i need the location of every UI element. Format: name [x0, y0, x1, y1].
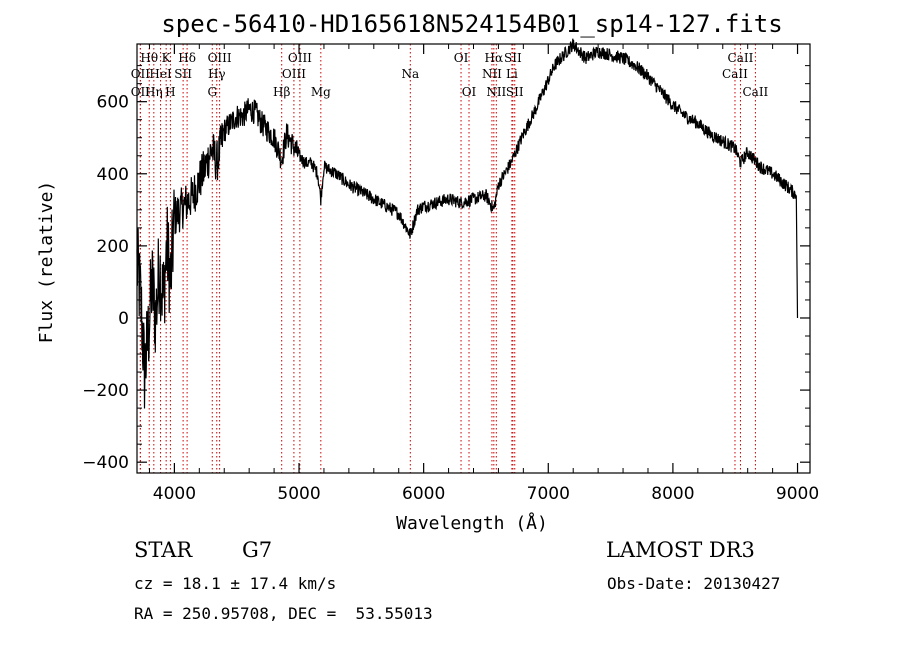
line-label-11: G — [207, 85, 217, 99]
line-label-8: Hδ — [178, 51, 196, 65]
x-axis: 4000 5000 6000 7000 8000 9000 — [148, 44, 819, 504]
line-label-21: NII — [486, 85, 506, 99]
x-axis-label: Wavelength (Å) — [396, 512, 548, 534]
line-label-6: SII — [174, 67, 192, 81]
line-label-5: K — [162, 51, 172, 65]
line-label-4: HeI — [149, 67, 172, 81]
line-label-20: NII — [482, 67, 502, 81]
line-label-9: OIII — [208, 51, 232, 65]
spectrum-series-line — [136, 38, 799, 409]
line-label-0: OII — [131, 85, 151, 99]
line-label-17: OI — [454, 51, 469, 65]
survey-label: LAMOST DR3 — [606, 538, 755, 562]
line-label-27: CaII — [742, 85, 768, 99]
x-tick-label-2: 6000 — [402, 484, 445, 504]
y-tick-label-3: 200 — [97, 237, 129, 257]
x-tick-label-3: 7000 — [527, 484, 570, 504]
x-tick-label-0: 4000 — [153, 484, 196, 504]
line-label-26: CaII — [728, 51, 754, 65]
chart-title: spec-56410-HD165618N524154B01_sp14-127.f… — [161, 10, 782, 38]
line-label-25: CaII — [722, 67, 748, 81]
line-label-14: OIII — [288, 51, 312, 65]
coordinates-text: RA = 250.95708, DEC = 53.55013 — [134, 604, 433, 623]
line-label-19: Hα — [485, 51, 504, 65]
y-axis: −400 −200 0 200 400 600 — [82, 65, 810, 473]
line-label-15: Mg — [311, 85, 331, 99]
y-tick-label-2: 0 — [118, 309, 129, 329]
line-label-23: Li — [506, 67, 518, 81]
spectral-line-markers — [139, 44, 756, 473]
line-label-24: SII — [506, 85, 524, 99]
line-label-2: OII — [131, 67, 151, 81]
line-label-7: H — [165, 85, 175, 99]
x-tick-label-1: 5000 — [277, 484, 320, 504]
line-label-18: OI — [462, 85, 477, 99]
line-label-10: Hγ — [208, 67, 226, 81]
x-tick-label-5: 9000 — [776, 484, 819, 504]
y-tick-label-1: −200 — [82, 381, 129, 401]
y-tick-label-0: −400 — [82, 453, 129, 473]
y-tick-label-4: 400 — [97, 165, 129, 185]
redshift-text: cz = 18.1 ± 17.4 km/s — [134, 574, 337, 593]
line-label-12: Hβ — [273, 85, 290, 99]
line-label-16: Na — [401, 67, 419, 81]
x-tick-label-4: 8000 — [651, 484, 694, 504]
line-label-3: Hη — [145, 85, 163, 99]
object-subclass-label: G7 — [242, 538, 273, 562]
y-axis-label: Flux (relative) — [36, 181, 57, 344]
line-label-1: Hθ — [140, 51, 158, 65]
observation-date-text: Obs-Date: 20130427 — [607, 574, 781, 593]
line-label-13: OIII — [282, 67, 306, 81]
line-label-22: SII — [504, 51, 522, 65]
y-tick-label-5: 600 — [97, 93, 129, 113]
object-class-label: STAR — [134, 538, 193, 562]
